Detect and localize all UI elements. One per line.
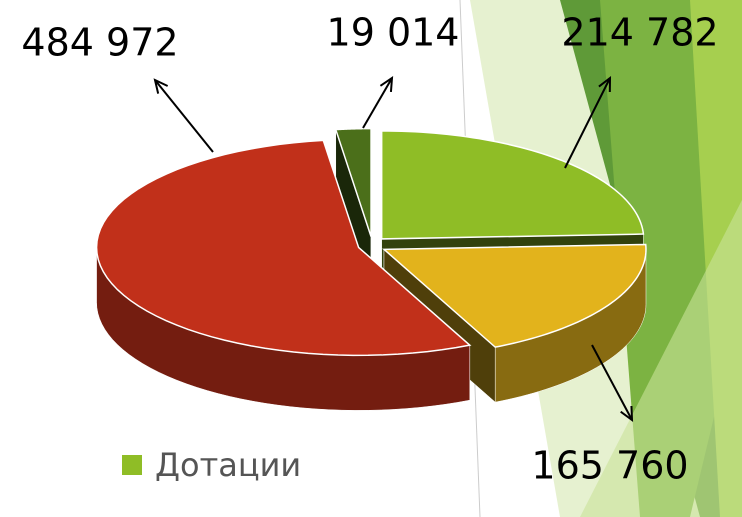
arrow-line: [564, 77, 611, 169]
value-label: 165 760: [531, 444, 688, 488]
arrow-head: [379, 76, 394, 93]
value-label: 19 014: [327, 11, 460, 55]
arrow-line: [362, 77, 393, 129]
arrow-head: [620, 405, 634, 423]
pie: [95, 127, 647, 411]
arrow-line: [591, 344, 633, 421]
legend-label: Дотации: [155, 446, 301, 484]
slice: [380, 130, 645, 240]
arrow-line: [154, 79, 214, 153]
slice: [382, 243, 647, 348]
arrow-head: [153, 78, 169, 94]
slice: [95, 139, 472, 357]
legend-swatch: [122, 455, 142, 475]
labels: 214 782 165 760 484 972 19 014: [21, 11, 718, 488]
value-label: 214 782: [561, 11, 718, 55]
slice: [334, 127, 372, 237]
arrow-head: [598, 75, 612, 93]
value-label: 484 972: [21, 21, 178, 65]
